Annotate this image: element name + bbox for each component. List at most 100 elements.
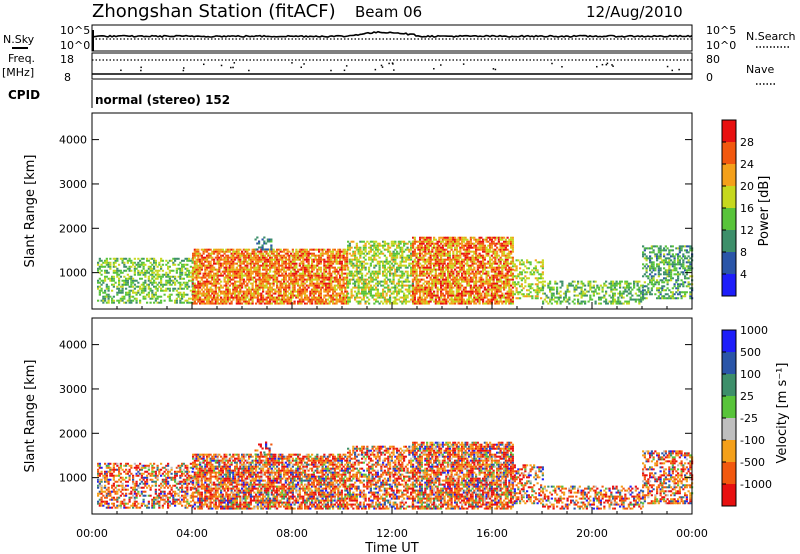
echo-cell — [404, 256, 407, 259]
echo-cell — [348, 248, 351, 251]
echo-cell — [156, 265, 159, 268]
echo-cell — [188, 273, 191, 276]
echo-cell — [447, 292, 450, 295]
echo-cell — [256, 258, 259, 261]
echo-cell — [209, 266, 212, 269]
echo-cell — [204, 256, 207, 259]
echo-cell — [501, 236, 504, 239]
echo-cell — [406, 270, 409, 273]
echo-cell — [347, 244, 350, 247]
echo-cell — [295, 258, 298, 261]
echo-cell — [298, 288, 301, 291]
echo-cell — [274, 300, 277, 303]
echo-cell — [501, 294, 504, 297]
echo-cell — [333, 278, 336, 281]
echo-cell — [478, 270, 481, 273]
echo-cell — [214, 292, 217, 295]
echo-cell — [357, 272, 360, 275]
echo-cell — [295, 254, 298, 257]
echo-cell — [375, 264, 378, 267]
echo-cell — [503, 266, 506, 269]
echo-cell — [225, 250, 228, 253]
echo-cell — [506, 278, 509, 281]
echo-cell — [151, 283, 154, 286]
echo-cell — [397, 282, 400, 285]
echo-cell — [399, 254, 402, 257]
echo-cell — [422, 250, 425, 253]
echo-cell — [506, 264, 509, 267]
nave-dip-dot — [345, 65, 348, 67]
echo-cell — [355, 294, 358, 297]
echo-cell — [452, 282, 455, 285]
echo-cell — [473, 302, 476, 305]
echo-cell — [228, 256, 231, 259]
echo-cell — [545, 294, 548, 297]
echo-cell — [340, 262, 343, 265]
echo-cell — [139, 263, 142, 266]
echo-cell — [464, 292, 467, 295]
echo-cell — [274, 292, 277, 295]
echo-cell — [476, 280, 479, 283]
echo-cell — [346, 256, 349, 259]
echo-cell — [312, 264, 315, 267]
echo-cell — [154, 261, 157, 264]
echo-cell — [420, 258, 423, 261]
echo-cell — [319, 268, 322, 271]
echo-cell — [426, 264, 429, 267]
echo-cell — [295, 250, 298, 253]
echo-cell — [462, 280, 465, 283]
echo-cell — [234, 294, 237, 297]
echo-cell — [241, 252, 244, 255]
echo-cell — [490, 276, 493, 279]
echo-cell — [469, 238, 472, 241]
echo-cell — [139, 265, 142, 268]
echo-cell — [304, 294, 307, 297]
echo-cell — [228, 296, 231, 299]
echo-cell — [550, 288, 553, 291]
echo-cell — [506, 254, 509, 257]
echo-cell — [291, 282, 294, 285]
echo-cell — [175, 297, 178, 300]
echo-cell — [420, 246, 423, 249]
echo-cell — [235, 296, 238, 299]
echo-cell — [392, 256, 395, 259]
echo-cell — [473, 252, 476, 255]
echo-cell — [412, 280, 415, 283]
echo-cell — [200, 258, 203, 261]
echo-cell — [483, 264, 486, 267]
echo-cell — [207, 302, 210, 305]
echo-cell — [276, 270, 279, 273]
echo-cell — [464, 252, 467, 255]
echo-cell — [305, 288, 308, 291]
nave-dip-dot — [494, 68, 497, 71]
echo-cell — [531, 287, 534, 290]
echo-cell — [337, 270, 340, 273]
echo-cell — [394, 262, 397, 265]
echo-cell — [473, 246, 476, 249]
echo-cell — [318, 276, 321, 279]
echo-cell — [426, 260, 429, 263]
echo-cell — [503, 274, 506, 277]
echo-cell — [220, 250, 223, 253]
echo-cell — [181, 263, 184, 266]
echo-cell — [471, 246, 474, 249]
echo-cell — [288, 260, 291, 263]
echo-cell — [339, 262, 342, 265]
echo-cell — [508, 288, 511, 291]
echo-cell — [511, 302, 514, 305]
echo-cell — [263, 274, 266, 277]
echo-cell — [476, 258, 479, 261]
echo-cell — [426, 292, 429, 295]
echo-cell — [283, 292, 286, 295]
echo-cell — [373, 242, 376, 245]
echo-cell — [485, 248, 488, 251]
echo-cell — [417, 286, 420, 289]
echo-cell — [241, 286, 244, 289]
echo-cell — [526, 261, 529, 264]
echo-cell — [426, 282, 429, 285]
echo-cell — [475, 238, 478, 241]
echo-cell — [427, 238, 430, 241]
echo-cell — [281, 266, 284, 269]
echo-cell — [323, 284, 326, 287]
echo-cell — [161, 259, 164, 262]
